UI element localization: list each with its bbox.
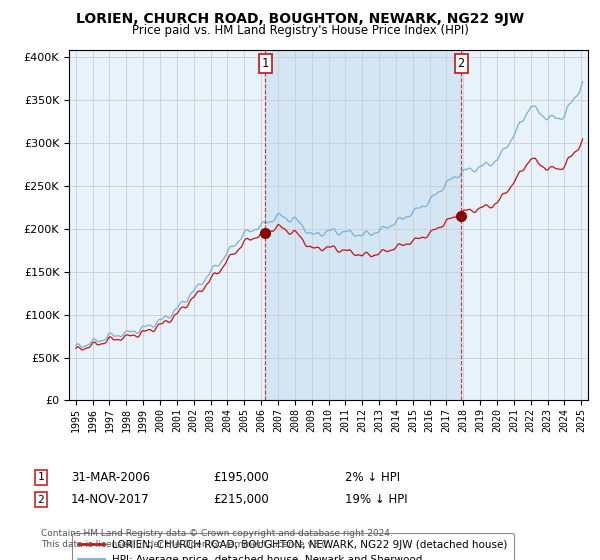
Text: 19% ↓ HPI: 19% ↓ HPI <box>345 493 407 506</box>
Text: Contains HM Land Registry data © Crown copyright and database right 2024.
This d: Contains HM Land Registry data © Crown c… <box>41 529 392 549</box>
Text: 2: 2 <box>37 494 44 505</box>
Legend: LORIEN, CHURCH ROAD, BOUGHTON, NEWARK, NG22 9JW (detached house), HPI: Average p: LORIEN, CHURCH ROAD, BOUGHTON, NEWARK, N… <box>71 533 514 560</box>
Text: 1: 1 <box>37 472 44 482</box>
Text: 14-NOV-2017: 14-NOV-2017 <box>71 493 149 506</box>
Bar <box>265 50 461 400</box>
Text: 31-MAR-2006: 31-MAR-2006 <box>71 470 150 484</box>
Text: LORIEN, CHURCH ROAD, BOUGHTON, NEWARK, NG22 9JW: LORIEN, CHURCH ROAD, BOUGHTON, NEWARK, N… <box>76 12 524 26</box>
Text: Price paid vs. HM Land Registry's House Price Index (HPI): Price paid vs. HM Land Registry's House … <box>131 24 469 36</box>
Text: 2% ↓ HPI: 2% ↓ HPI <box>345 470 400 484</box>
Text: £195,000: £195,000 <box>213 470 269 484</box>
Text: 2: 2 <box>458 57 464 70</box>
Text: 1: 1 <box>262 57 269 70</box>
Text: £215,000: £215,000 <box>213 493 269 506</box>
